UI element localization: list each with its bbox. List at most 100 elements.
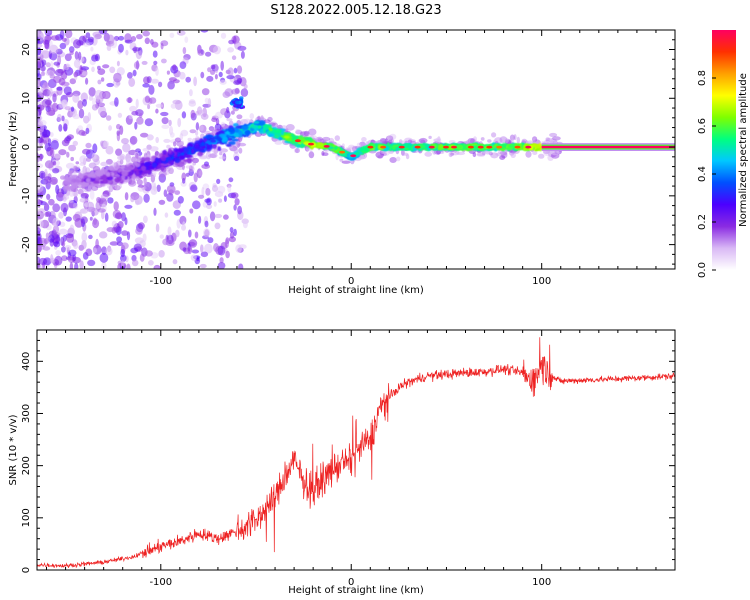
spectrogram-cell [363,147,370,152]
spectrogram-speckle [115,148,123,156]
spectrogram-haze [85,167,91,174]
spectrogram-speckle [234,155,240,161]
spectrogram-speckle [64,245,72,250]
spectrogram-speckle [131,259,139,267]
spectrogram-haze [341,143,345,148]
spectrogram-speckle [149,97,157,104]
spectrogram-haze [100,193,109,200]
spectrogram-speckle [132,69,137,77]
spectrogram-cell [374,143,378,148]
spectrogram-speckle [166,184,176,194]
spectrogram-speckle [143,215,148,224]
spectrogram-speckle [40,71,46,77]
spectrogram-speckle [155,136,159,144]
spectrogram-speckle [155,108,159,114]
spectrogram-speckle [224,88,234,97]
spectrogram-speckle [184,36,189,43]
colorbar-tick-label: 0.6 [697,118,708,134]
spectrogram-cell [102,178,107,183]
spectrogram-speckle [46,193,51,200]
spectrogram-haze [219,148,228,153]
spectrogram-speckle [220,60,224,71]
spectrogram-speckle [213,243,219,252]
spectrogram-speckle [52,203,61,213]
spectrogram-speckle [151,41,159,48]
spectrogram-speckle [137,222,145,230]
y-tick-label: -10 [21,188,32,204]
spectrogram-speckle [68,46,75,53]
spectrogram-speckle [168,119,172,127]
spectrogram-speckle [128,77,136,87]
spectrogram-speckle [125,49,129,56]
spectrogram-cell [106,176,114,181]
spectrogram-speckle [109,66,116,74]
spectrogram-speckle [204,220,209,228]
spectrogram-haze [180,140,184,145]
spectrogram-cell [267,133,275,137]
spectrogram-speckle [233,80,242,86]
ridge-peak [525,145,532,149]
spectrogram-speckle [200,244,204,253]
spectrogram-speckle [233,67,238,74]
spectrogram-speckle [91,66,95,73]
spectrogram-speckle [95,238,99,249]
spectrogram-speckle [182,247,187,252]
ridge-peak [428,145,435,149]
spectrogram-speckle [72,213,81,222]
spectrogram-haze [428,135,432,139]
spectrogram-cell [109,166,114,171]
spectrogram-speckle [200,251,209,258]
spectrogram-haze [380,150,387,154]
spectrogram-haze [322,136,331,142]
spectrogram-speckle [87,36,94,43]
spectrogram-haze [119,153,126,161]
spectrogram-cell [193,145,201,150]
spectrogram-speckle [223,195,227,202]
spectrogram-haze [136,179,143,186]
spectrogram-speckle [240,88,249,97]
spectrogram-haze [199,155,208,160]
spectrogram-speckle [52,93,57,103]
spectrogram-speckle [70,106,75,112]
spectrogram-speckle [124,217,128,226]
spectrogram-speckle [104,212,109,222]
spectrogram-ylabel: Frequency (Hz) [8,111,19,187]
spectrogram-speckle [99,252,109,263]
spectrogram-speckle [53,241,61,248]
spectrogram-cell [112,167,117,171]
spectrogram-speckle [73,59,81,68]
spectrogram-speckle [68,201,75,209]
spectrogram-speckle [172,64,177,71]
spectrogram-speckle [100,77,105,82]
spectrogram-haze [499,155,506,161]
spectrogram-speckle [206,75,214,82]
spectrogram-cell [168,148,172,154]
spectrogram-speckle [37,56,42,65]
spectrogram-speckle [240,50,245,59]
spectrogram-speckle [214,74,218,80]
colorbar-tick-label: 0.4 [697,166,708,182]
spectrogram-speckle [146,134,154,141]
spectrogram-speckle [113,201,119,211]
spectrogram-speckle [216,178,221,184]
spectrogram-speckle [37,224,40,230]
spectrogram-haze [107,185,112,189]
spectrogram-speckle [162,238,169,246]
spectrogram-cell [279,136,283,141]
spectrogram-speckle [100,161,109,167]
spectrogram-haze [149,146,159,152]
spectrogram-speckle [108,125,112,131]
spectrogram-speckle [39,220,44,228]
colorbar-tick-label: 0.2 [697,214,708,230]
spectrogram-speckle [106,44,112,52]
spectrogram-speckle [161,58,167,64]
spectrogram-speckle [124,39,133,44]
spectrogram-speckle [77,51,82,61]
spectrogram-haze [151,170,157,176]
spectrogram-haze [195,130,199,136]
spectrogram-speckle [37,209,41,215]
spectrogram-speckle [37,230,41,235]
spectrogram-speckle [200,113,209,120]
spectrogram-speckle [50,147,55,158]
